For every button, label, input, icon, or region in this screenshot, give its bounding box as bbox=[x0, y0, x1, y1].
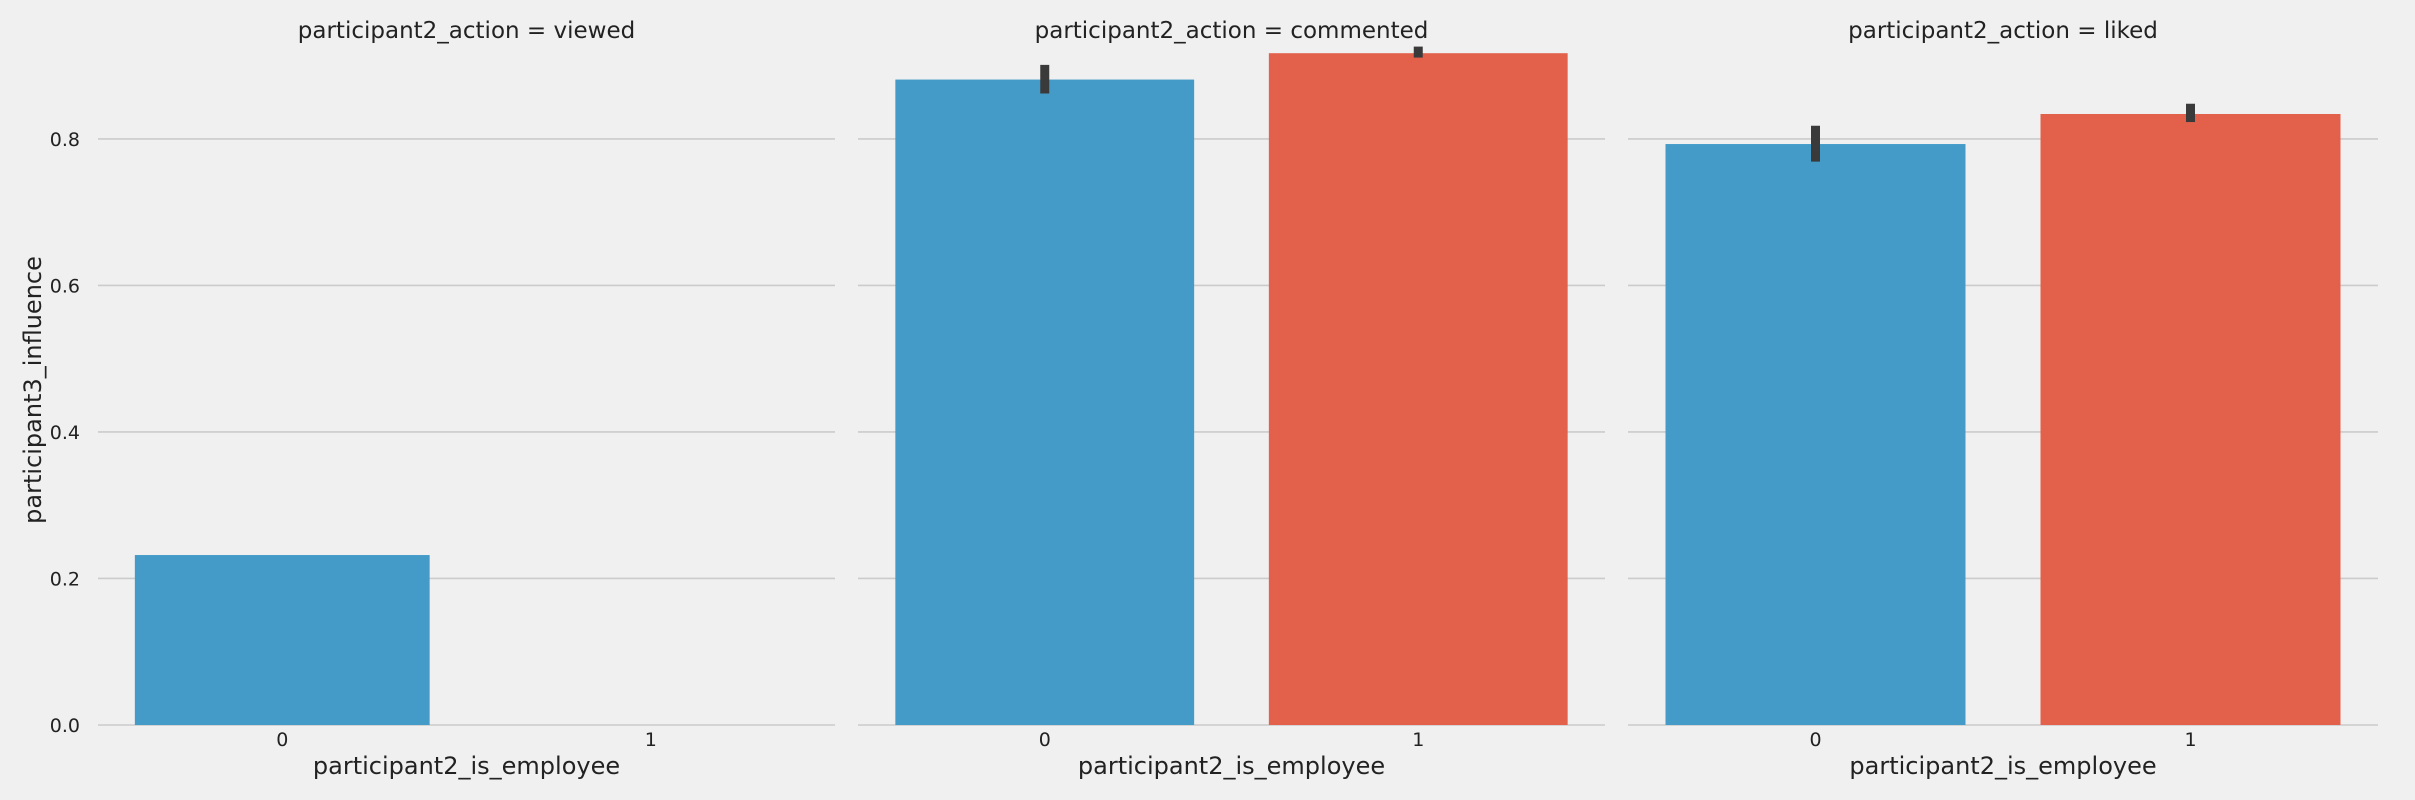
facet-panel-1: 0.0 0.2 0.4 0.6 0.8 participant2_action = vie… bbox=[50, 18, 835, 780]
x-tick-label: 1 bbox=[1412, 729, 1424, 751]
x-tick-label: 1 bbox=[645, 729, 657, 751]
bar bbox=[2040, 113, 2341, 726]
bar bbox=[134, 555, 430, 725]
x-tick-label: 0 bbox=[276, 729, 288, 751]
x-axis-label: participant2_is_employee bbox=[1849, 752, 2156, 780]
bar bbox=[1268, 53, 1568, 726]
panels: 0.0 0.2 0.4 0.6 0.8 participant2_action = vie… bbox=[50, 18, 2378, 780]
facet-panel-2: participant2_action = commented 0 1 partici… bbox=[858, 18, 1605, 780]
facet-panel-3: participant2_action = liked 0 1 participant… bbox=[1628, 18, 2378, 780]
y-tick-label: 0.4 bbox=[50, 422, 80, 444]
bar bbox=[895, 79, 1195, 725]
x-tick-label: 0 bbox=[1039, 729, 1051, 751]
panel-title: participant2_action = commented bbox=[1035, 18, 1429, 44]
y-tick-label: 0.6 bbox=[50, 275, 80, 297]
x-tick-label: 0 bbox=[1809, 729, 1821, 751]
y-axis-label: participant3_influence bbox=[19, 256, 47, 524]
y-tick-label: 0.2 bbox=[50, 568, 80, 590]
y-tick-label: 0.0 bbox=[50, 715, 80, 737]
x-axis-label: participant2_is_employee bbox=[1078, 752, 1385, 780]
panel-title: participant2_action = liked bbox=[1848, 18, 2158, 44]
panel-title: participant2_action = viewed bbox=[298, 18, 635, 44]
y-tick-label: 0.8 bbox=[50, 129, 80, 151]
x-axis-label: participant2_is_employee bbox=[313, 752, 620, 780]
x-tick-label: 1 bbox=[2184, 729, 2196, 751]
bar bbox=[1665, 144, 1966, 725]
